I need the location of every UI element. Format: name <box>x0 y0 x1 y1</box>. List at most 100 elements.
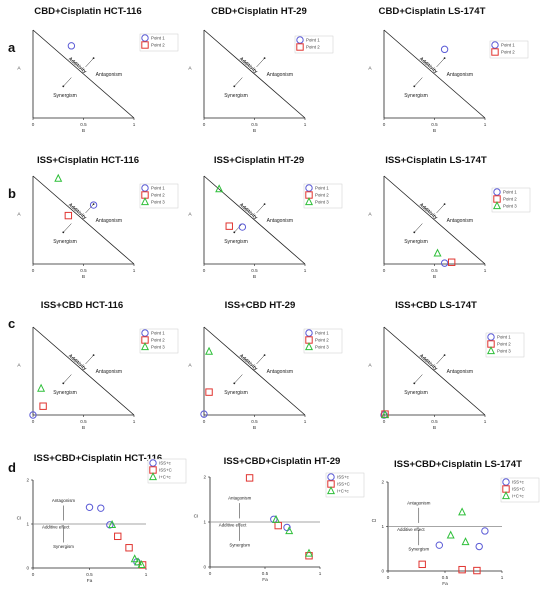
chart-8-antagonism-label: Antagonism <box>447 369 473 375</box>
chart-2-antagonism-arrow <box>436 57 445 68</box>
chart-4-synergism-arrowhead <box>233 231 236 234</box>
chart-9-y-tick-label: 1 <box>26 522 29 527</box>
chart-10-point-2-2 <box>304 548 314 557</box>
chart-5-antagonism-arrow <box>436 203 445 214</box>
chart-2-synergism-arrowhead <box>413 85 416 88</box>
chart-4-synergism-label: Synergism <box>224 239 248 245</box>
chart-2-legend-label-0: Point 1 <box>501 43 515 48</box>
chart-7-point-1-0 <box>205 388 213 396</box>
chart-2-legend-box <box>489 40 529 59</box>
chart-2-x-label: B <box>433 128 436 134</box>
chart-11-y-tick-label: 0 <box>381 569 384 574</box>
chart-8-antagonism-arrow <box>436 354 445 365</box>
chart-10-antagonism-label: Antagonism <box>228 496 252 501</box>
chart-7-antagonism-arrow <box>256 354 265 365</box>
chart-10-title: ISS+CBD+Cisplatin HT-29 <box>224 456 341 467</box>
chart-10-legend-label-1: ISS+C <box>337 482 350 487</box>
chart-2-y-label: A <box>368 66 372 72</box>
chart-3-legend-label-0: Point 1 <box>151 186 165 191</box>
chart-2-synergism-label: Synergism <box>404 93 428 99</box>
chart-5-additivity-line <box>383 175 486 265</box>
chart-3-x-tick-label: 0.5 <box>80 268 87 273</box>
chart-1-title: CBD+Cisplatin HT-29 <box>211 6 307 17</box>
chart-11-point-1-2 <box>473 566 481 575</box>
chart-0-synergism-arrow <box>63 77 72 87</box>
chart-10-y-tick-label: 1 <box>203 520 206 525</box>
chart-3-synergism-label: Synergism <box>53 239 77 245</box>
chart-7-antagonism-arrowhead <box>263 354 266 357</box>
chart-11-point-1-0 <box>418 560 426 569</box>
chart-7-antagonism-label: Antagonism <box>267 369 293 375</box>
chart-5-point-2-0 <box>433 248 442 257</box>
chart-0-x-tick-label: 0.5 <box>80 122 87 127</box>
chart-8-point-2-0 <box>381 410 390 419</box>
chart-11-point-0-2 <box>481 527 489 535</box>
chart-7-legend-box <box>303 328 343 354</box>
chart-8-antagonism-arrowhead <box>443 354 446 357</box>
chart-1-legend-label-0: Point 1 <box>306 38 320 43</box>
chart-0-legend-marker-1 <box>141 41 149 49</box>
chart-10-legend-label-2: I+C+c <box>337 489 350 494</box>
chart-1-synergism-arrow <box>234 77 243 87</box>
chart-3-x-tick-label: 1 <box>133 268 136 273</box>
chart-10-synergism-label: Synergism <box>229 542 250 547</box>
chart-4-antagonism-arrow <box>256 203 265 214</box>
chart-11-legend-marker-2 <box>501 491 511 500</box>
chart-0-antagonism-label: Antagonism <box>96 72 122 78</box>
chart-11-antagonism-label: Antagonism <box>407 500 431 505</box>
chart-5-x-tick-label: 1 <box>484 268 487 273</box>
chart-7-synergism-label: Synergism <box>224 390 248 396</box>
chart-9-point-2-0 <box>108 519 117 528</box>
chart-4-legend-label-0: Point 1 <box>315 186 329 191</box>
chart-9-x-tick-label: 1 <box>145 572 148 577</box>
chart-1-synergism-arrowhead <box>233 85 236 88</box>
chart-3-antagonism-arrow <box>85 203 94 214</box>
chart-8-additivity-label: Additivity <box>418 353 439 372</box>
chart-5-x-tick-label: 0 <box>383 268 386 273</box>
chart-9-point-0-1 <box>97 504 105 512</box>
chart-2-synergism-arrow <box>414 77 423 87</box>
chart-8-legend-label-2: Point 3 <box>497 349 511 354</box>
chart-11-additive-label: Additive effect <box>397 527 425 532</box>
chart-1-additivity-label: Additivity <box>238 56 259 75</box>
chart-7-point-2-0 <box>205 346 214 355</box>
chart-9-point-0-0 <box>85 503 94 511</box>
chart-5-point-1-0 <box>447 258 456 266</box>
chart-11-y-tick-label: 2 <box>381 480 384 485</box>
chart-7-additivity-label: Additivity <box>238 353 259 372</box>
chart-3-x-tick-label: 0 <box>32 268 35 273</box>
chart-8-synergism-arrow <box>414 374 423 384</box>
chart-7-legend-marker-0 <box>305 329 313 337</box>
chart-7-x-label: B <box>253 425 256 431</box>
chart-5-legend-marker-2 <box>492 201 502 210</box>
chart-0-x-label: B <box>82 128 85 134</box>
chart-11-legend-label-2: I+C+c <box>512 494 525 499</box>
panel-label-a: a <box>8 40 16 55</box>
chart-5-synergism-arrow <box>414 223 423 233</box>
chart-8-title: ISS+CBD LS-174T <box>395 300 477 311</box>
chart-1-legend-marker-1 <box>296 43 304 51</box>
chart-0-antagonism-arrow <box>85 57 94 68</box>
chart-6-point-2-0 <box>37 383 46 392</box>
chart-3-additivity-label: Additivity <box>67 202 88 221</box>
chart-7-legend-label-0: Point 1 <box>315 331 329 336</box>
chart-9-legend-label-2: I+C+c <box>159 475 172 480</box>
chart-4-legend-label-1: Point 2 <box>315 193 329 198</box>
chart-1-y-label: A <box>188 66 192 72</box>
panel-label-c: c <box>8 316 15 331</box>
chart-10-y-label: CI <box>194 514 199 520</box>
chart-1-x-label: B <box>253 128 256 134</box>
chart-2-title: CBD+Cisplatin LS-174T <box>379 6 486 17</box>
chart-10-point-2-1 <box>285 526 294 535</box>
chart-0-antagonism-arrowhead <box>92 57 95 60</box>
chart-0-synergism-label: Synergism <box>53 93 77 99</box>
chart-7-synergism-arrowhead <box>233 382 236 385</box>
chart-7-additivity-line <box>203 326 306 416</box>
chart-1-additivity-line <box>203 29 306 119</box>
chart-7-legend-label-2: Point 3 <box>315 345 329 350</box>
chart-3-legend-label-1: Point 2 <box>151 193 165 198</box>
chart-7-title: ISS+CBD HT-29 <box>225 300 296 311</box>
chart-0-x-tick-label: 0 <box>32 122 35 127</box>
chart-3-legend-marker-0 <box>141 184 149 192</box>
